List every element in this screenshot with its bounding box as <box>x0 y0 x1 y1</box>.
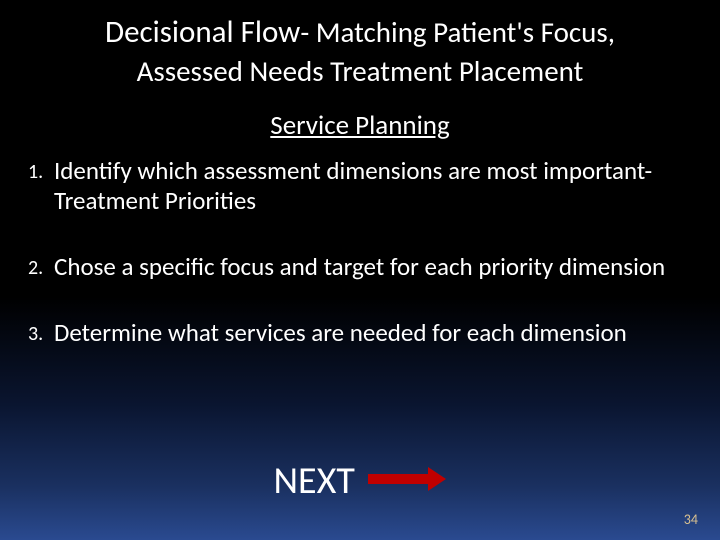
steps-list: 1. Identify which assessment dimensions … <box>0 156 720 348</box>
next-block: NEXT <box>0 458 720 504</box>
title-part-2: - Matching Patient's Focus, <box>300 14 615 50</box>
title-line-2: Assessed Needs Treatment Placement <box>0 53 720 89</box>
list-item: 2. Chose a specific focus and target for… <box>28 252 692 282</box>
list-text: Identify which assessment dimensions are… <box>54 156 692 216</box>
slide: Decisional Flow- Matching Patient's Focu… <box>0 0 720 540</box>
title-line-1: Decisional Flow- Matching Patient's Focu… <box>0 14 720 51</box>
list-number: 3. <box>28 318 54 348</box>
subtitle: Service Planning <box>0 109 720 142</box>
title-block: Decisional Flow- Matching Patient's Focu… <box>0 0 720 89</box>
arrow-right-icon <box>368 467 446 491</box>
arrow-head <box>428 467 446 491</box>
next-label: NEXT <box>274 458 355 504</box>
list-number: 2. <box>28 252 54 282</box>
list-text: Determine what services are needed for e… <box>54 318 692 348</box>
list-text: Chose a specific focus and target for ea… <box>54 252 692 282</box>
list-item: 1. Identify which assessment dimensions … <box>28 156 692 216</box>
list-number: 1. <box>28 156 54 216</box>
arrow-shaft <box>368 474 428 484</box>
title-part-1: Decisional Flow <box>105 13 300 51</box>
page-number: 34 <box>684 511 698 528</box>
list-item: 3. Determine what services are needed fo… <box>28 318 692 348</box>
